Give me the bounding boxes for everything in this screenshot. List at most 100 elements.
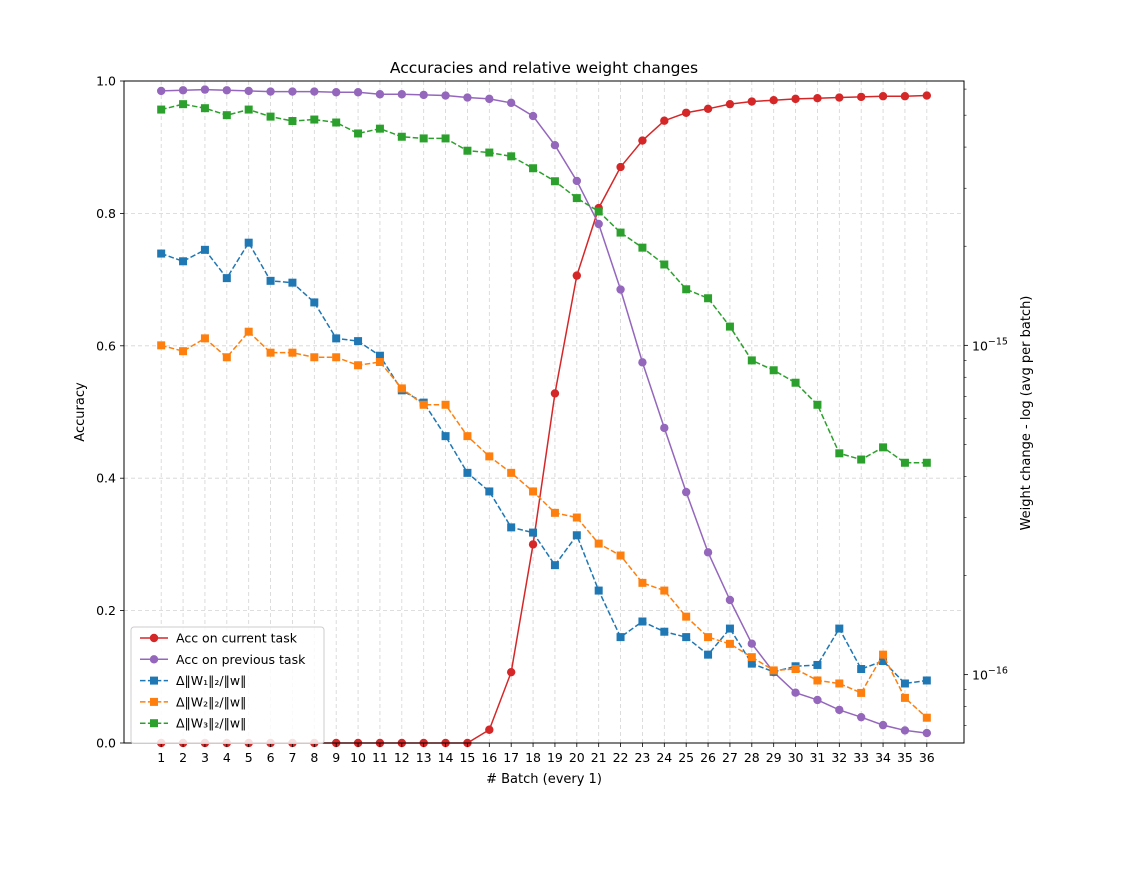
data-point: [900, 679, 909, 688]
x-tick-label: 9: [332, 750, 340, 765]
data-point: [594, 207, 603, 216]
data-point: [681, 108, 691, 117]
data-point: [419, 90, 428, 100]
x-tick-label: 26: [700, 750, 716, 765]
data-point: [266, 276, 275, 285]
data-point: [332, 353, 341, 362]
data-point: [550, 561, 559, 570]
legend-label: Δ‖W₂‖₂/‖w‖: [176, 694, 246, 709]
data-point: [572, 531, 581, 540]
data-point: [354, 337, 363, 346]
data-point: [660, 423, 669, 433]
data-point: [638, 617, 647, 626]
data-point: [310, 87, 319, 96]
data-point: [900, 458, 909, 467]
data-point: [550, 141, 560, 150]
x-tick-label: 33: [853, 750, 869, 765]
legend-item: Acc on current task: [140, 631, 298, 646]
data-point: [156, 86, 166, 96]
data-point: [288, 278, 297, 287]
data-point: [375, 351, 384, 360]
data-point: [703, 104, 713, 114]
data-point: [463, 93, 472, 102]
data-point: [835, 449, 844, 458]
data-point: [638, 243, 647, 252]
data-point: [485, 725, 494, 734]
x-tick-label: 23: [634, 750, 650, 765]
data-point: [682, 633, 691, 642]
data-point: [725, 595, 735, 605]
data-point: [572, 194, 581, 203]
data-point: [813, 695, 822, 705]
data-point: [222, 353, 231, 362]
data-point: [441, 432, 450, 441]
x-tick-label: 31: [809, 750, 825, 765]
data-point: [222, 274, 231, 283]
data-point: [660, 116, 669, 125]
data-point: [616, 228, 625, 237]
data-point: [529, 164, 538, 173]
data-point: [857, 665, 866, 674]
data-point: [507, 523, 516, 532]
data-point: [813, 676, 822, 685]
data-point: [660, 627, 669, 636]
legend-marker: [149, 655, 159, 664]
data-point: [616, 551, 625, 560]
data-point: [704, 294, 713, 303]
x-tick-label: 6: [267, 750, 275, 765]
x-tick-label: 5: [245, 750, 253, 765]
y-tick-label-left: 0.6: [96, 338, 116, 353]
data-point: [266, 112, 275, 121]
data-point: [331, 88, 341, 97]
data-point: [572, 513, 581, 522]
data-point: [813, 400, 822, 409]
data-point: [266, 87, 275, 96]
data-point: [288, 348, 297, 357]
data-point: [835, 93, 844, 102]
data-point: [310, 298, 319, 307]
data-point: [441, 91, 450, 100]
y-tick-label-right: 10−16: [972, 666, 1008, 683]
data-point: [660, 260, 669, 269]
data-point: [857, 688, 866, 697]
x-tick-label: 14: [438, 750, 454, 765]
data-point: [725, 624, 734, 633]
x-tick-label: 7: [288, 750, 296, 765]
data-point: [922, 91, 932, 100]
data-point: [397, 384, 406, 393]
data-point: [529, 487, 538, 496]
data-point: [375, 90, 385, 99]
data-point: [485, 94, 494, 104]
data-point: [704, 650, 713, 659]
series-2: [156, 85, 932, 738]
x-tick-label: 29: [766, 750, 782, 765]
data-point: [157, 249, 166, 258]
data-point: [463, 432, 472, 441]
data-point: [769, 95, 778, 105]
x-tick-label: 3: [201, 750, 209, 765]
data-point: [725, 639, 734, 648]
data-point: [835, 624, 844, 633]
y-tick-label-left: 0.8: [96, 206, 116, 221]
data-point: [900, 693, 909, 702]
legend-label: Δ‖W₁‖₂/‖w‖: [176, 673, 246, 688]
data-point: [441, 134, 450, 143]
data-point: [856, 712, 866, 722]
data-point: [178, 86, 188, 95]
x-tick-label: 32: [831, 750, 847, 765]
data-point: [157, 341, 166, 350]
data-point: [769, 366, 778, 375]
data-point: [572, 176, 582, 186]
x-tick-label: 34: [875, 750, 891, 765]
data-point: [835, 679, 844, 688]
data-point: [528, 540, 538, 549]
data-point: [332, 118, 341, 127]
data-point: [507, 152, 516, 161]
data-point: [747, 639, 757, 648]
data-point: [179, 100, 188, 109]
data-point: [332, 334, 341, 343]
x-tick-label: 1: [157, 750, 165, 765]
data-point: [878, 92, 888, 101]
data-point: [354, 361, 363, 370]
data-point: [222, 86, 232, 95]
